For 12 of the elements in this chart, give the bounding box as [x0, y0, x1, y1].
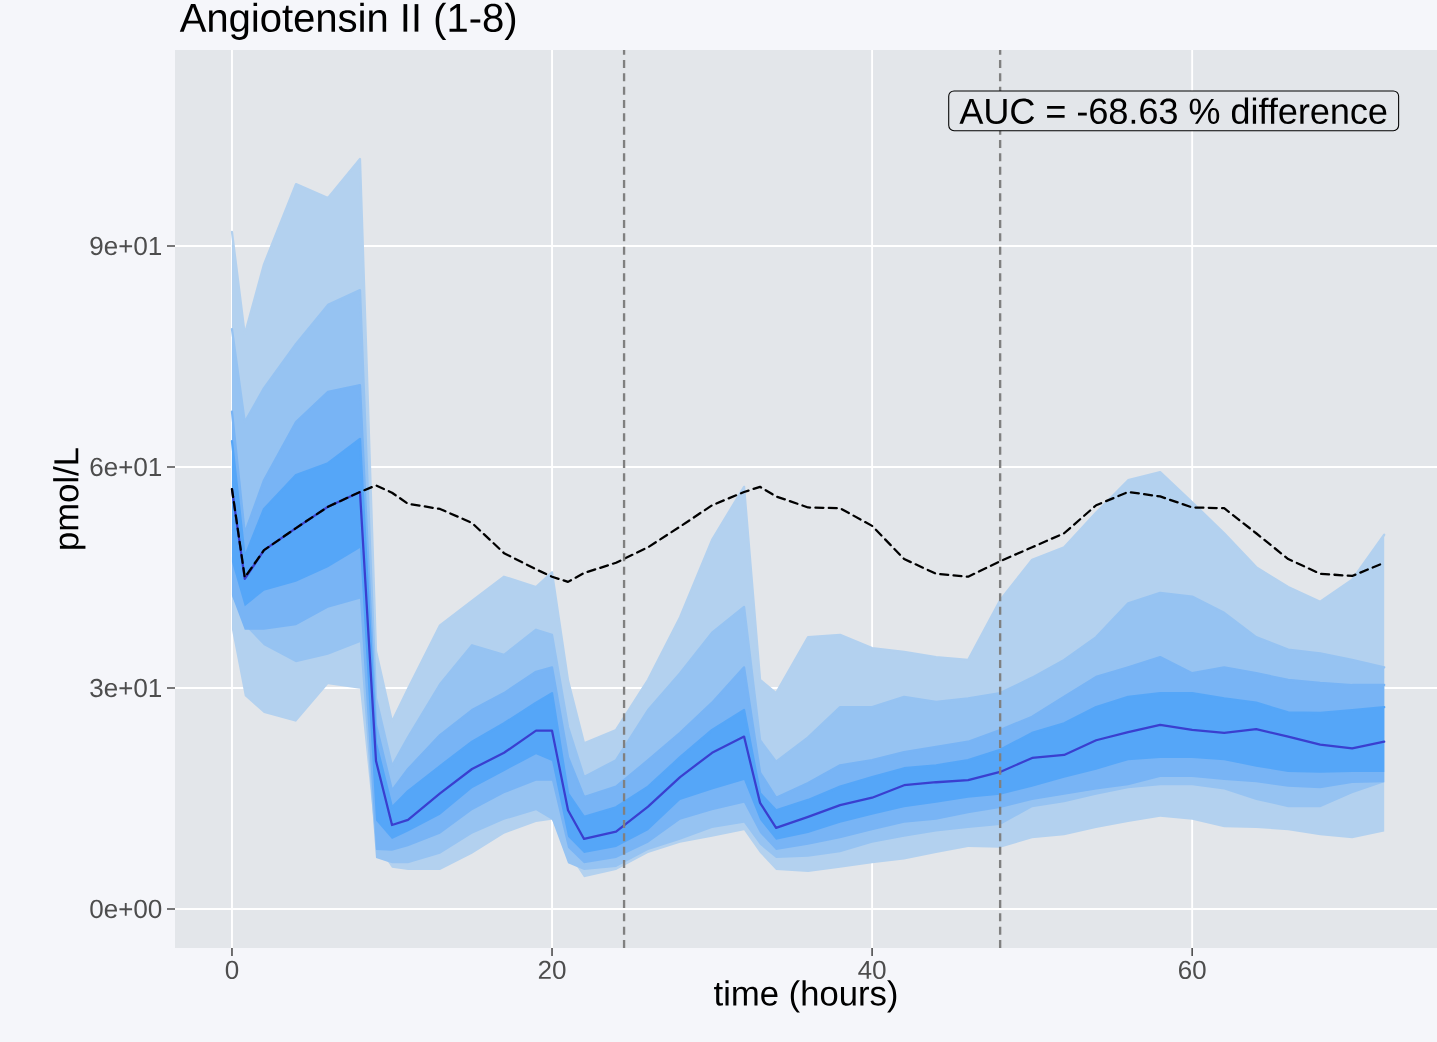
x-tick-label: 0	[225, 960, 239, 980]
y-tick-label: 0e+00	[90, 899, 162, 919]
y-tick-label: 3e+01	[90, 678, 162, 698]
x-axis-title: time (hours)	[714, 980, 897, 1013]
y-tick-label: 9e+01	[90, 236, 162, 256]
chart-title: Angiotensin II (1-8)	[179, 2, 516, 40]
x-tick-label: 60	[1179, 960, 1206, 980]
x-tick-label: 40	[858, 960, 886, 980]
x-tick-label: 20	[538, 960, 566, 980]
y-tick-label: 6e+01	[90, 457, 162, 477]
y-axis-title: pmol/L	[53, 448, 86, 549]
annotation: AUC = -68.63 % difference	[959, 97, 1387, 125]
